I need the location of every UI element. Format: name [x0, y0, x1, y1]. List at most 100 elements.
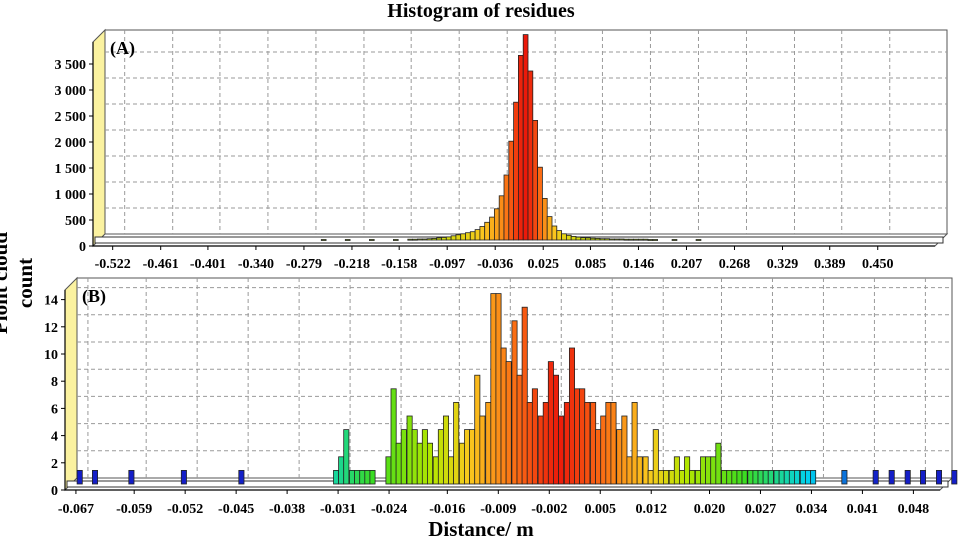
histogram-bar: [359, 469, 366, 485]
histogram-bar: [710, 456, 717, 485]
x-tick-label: -0.052: [167, 502, 203, 517]
y-tick-label: 2 000: [55, 136, 87, 151]
histogram-bar: [437, 429, 444, 485]
histogram-bar: [841, 469, 848, 485]
x-tick-label: -0.038: [269, 502, 305, 517]
histogram-bar: [679, 469, 686, 485]
histogram-bar: [936, 469, 943, 485]
histogram-bar: [490, 293, 497, 485]
histogram-bar: [778, 469, 785, 485]
histogram-bar: [705, 456, 712, 485]
histogram-bar: [614, 238, 620, 241]
histogram-bar: [485, 401, 492, 485]
histogram-bar: [715, 442, 722, 485]
histogram-bar: [508, 140, 514, 241]
x-tick-label: -0.067: [58, 502, 94, 517]
x-tick-label: -0.279: [286, 257, 322, 272]
x-tick-label: -0.059: [116, 502, 152, 517]
histogram-bar: [542, 197, 548, 241]
histogram-bar: [574, 388, 581, 485]
histogram-bar: [441, 236, 447, 241]
histogram-bar: [599, 238, 606, 241]
y-tick-label: 3 500: [55, 58, 87, 73]
x-tick-label: 0.207: [671, 257, 703, 272]
histogram-bar: [465, 232, 471, 241]
histogram-bar: [741, 469, 748, 485]
histogram-bar: [392, 239, 399, 241]
histogram-bar: [600, 415, 607, 485]
histogram-bar: [537, 166, 543, 241]
histogram-bar: [522, 34, 529, 241]
histogram-bar: [469, 429, 476, 485]
histogram-bar: [453, 401, 460, 485]
histogram-bar: [493, 208, 500, 241]
histogram-bar: [180, 469, 187, 485]
histogram-bar: [663, 469, 670, 485]
histogram-bar: [904, 469, 911, 485]
x-tick-label: -0.024: [371, 502, 407, 517]
histogram-bar: [563, 401, 570, 485]
histogram-bar: [951, 469, 958, 485]
x-tick-label: 0.041: [847, 502, 879, 517]
x-tick-label: 0.020: [694, 502, 726, 517]
histogram-bar: [773, 469, 780, 485]
histogram-bar: [609, 238, 615, 241]
x-tick-label: 0.085: [575, 257, 607, 272]
histogram-bar: [695, 469, 702, 485]
histogram-bar: [605, 401, 612, 485]
histogram-bar: [647, 469, 654, 485]
x-tick-label: 0.268: [719, 257, 751, 272]
y-tick-label: 6: [51, 402, 58, 417]
x-tick-label: -0.097: [429, 257, 465, 272]
histogram-bar: [542, 401, 549, 485]
histogram-bar: [479, 415, 486, 485]
histogram-bar: [76, 469, 83, 485]
y-tick-label: 0: [51, 484, 58, 499]
histogram-bar: [369, 469, 376, 485]
histogram-bar: [579, 388, 586, 485]
histogram-bar: [888, 469, 895, 485]
panel-label: (A): [110, 38, 135, 59]
x-tick-label: -0.002: [531, 502, 567, 517]
y-tick-label: 12: [44, 321, 58, 336]
histogram-bar: [455, 234, 462, 241]
x-tick-label: 0.005: [585, 502, 617, 517]
histogram-bar: [767, 469, 774, 485]
histogram-bar: [412, 238, 418, 241]
histogram-bar: [783, 469, 790, 485]
x-tick-label: 0.027: [745, 502, 777, 517]
histogram-bar: [92, 469, 99, 485]
histogram-bar: [445, 236, 452, 241]
histogram-bar: [343, 429, 350, 485]
histogram-bar: [469, 231, 476, 241]
x-tick-label: 0.025: [527, 257, 559, 272]
histogram-bar: [500, 347, 507, 485]
histogram-bar: [417, 238, 423, 241]
histogram-bar: [736, 469, 743, 485]
histogram-bar: [721, 469, 728, 485]
histogram-bar: [333, 469, 340, 485]
histogram-bar: [633, 238, 639, 241]
x-tick-label: -0.045: [218, 502, 254, 517]
x-axis-label: Distance/ m: [428, 517, 534, 541]
histogram-bar: [652, 239, 658, 241]
histogram-bar: [395, 442, 402, 485]
histogram-bar: [647, 239, 654, 241]
histogram-bar: [238, 469, 245, 485]
histogram-bar: [532, 120, 538, 241]
histogram-bar: [448, 456, 455, 485]
histogram-bar: [450, 235, 457, 241]
histogram-bar: [527, 70, 534, 241]
panel-label: (B): [82, 286, 106, 307]
histogram-bar: [416, 442, 423, 485]
y-tick-label: 0: [79, 240, 86, 255]
x-tick-label: -0.340: [238, 257, 274, 272]
x-tick-label: -0.036: [477, 257, 513, 272]
histogram-bar: [479, 226, 486, 241]
x-tick-label: -0.218: [334, 257, 370, 272]
x-tick-label: -0.031: [320, 502, 356, 517]
y-tick-label: 1 000: [55, 188, 87, 203]
histogram-bar: [546, 216, 553, 241]
